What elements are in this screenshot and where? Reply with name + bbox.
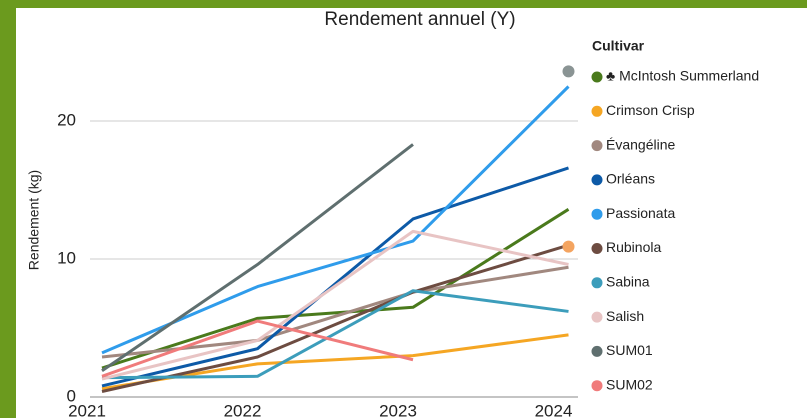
chart-title: Rendement annuel (Y): [324, 9, 515, 30]
series-line: [101, 319, 414, 378]
legend-swatch: [591, 345, 603, 357]
x-tick-label: 2024: [535, 401, 573, 418]
legend-swatch: [591, 243, 603, 254]
legend-swatch: [591, 311, 603, 323]
highlight-point: [562, 65, 575, 78]
legend-swatch: [591, 71, 603, 83]
y-tick-label: 10: [57, 248, 76, 267]
series-line: [101, 229, 569, 381]
legend-label: Sabina: [606, 274, 650, 290]
legend-label: Salish: [606, 308, 644, 324]
x-tick-label: 2023: [379, 401, 417, 418]
y-tick-label: 0: [67, 386, 76, 405]
highlight-point: [562, 240, 575, 253]
legend-swatch: [591, 140, 603, 152]
legend-swatch: [591, 208, 603, 220]
legend-label: Évangéline: [606, 136, 675, 152]
legend-label: SUM01: [606, 342, 653, 358]
series-line: [101, 208, 570, 370]
frame-top: [0, 0, 807, 8]
series-line: [101, 143, 414, 373]
legend-swatch: [591, 277, 603, 289]
series-line: [101, 166, 569, 388]
series-line: [101, 85, 570, 355]
legend-label: Crimson Crisp: [606, 102, 695, 118]
legend-swatch: [591, 174, 603, 186]
legend-title: Cultivar: [592, 38, 645, 54]
y-axis-label: Rendement (kg): [26, 170, 42, 270]
legend-label: ♣ McIntosh Summerland: [606, 68, 759, 84]
x-tick-label: 2022: [224, 401, 262, 418]
legend-swatch: [591, 105, 603, 117]
legend-label: Passionata: [606, 205, 675, 221]
x-tick-label: 2021: [68, 401, 106, 418]
legend-label: Orléans: [606, 171, 655, 187]
frame-left: [0, 0, 16, 418]
series-line: [101, 243, 569, 393]
legend-label: Rubinola: [606, 239, 661, 255]
series-line: [101, 289, 569, 380]
y-tick-label: 20: [57, 110, 76, 129]
legend-swatch: [591, 380, 603, 392]
legend-label: SUM02: [606, 376, 653, 392]
